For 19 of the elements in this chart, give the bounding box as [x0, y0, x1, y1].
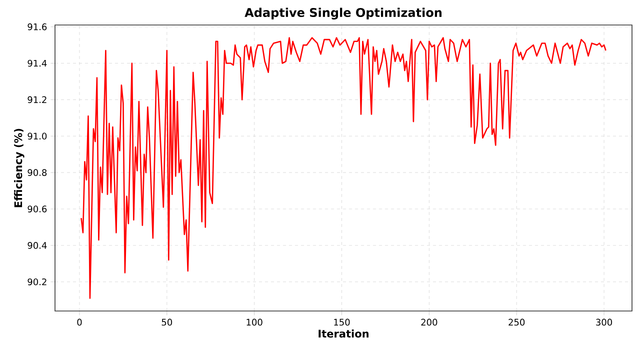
- y-tick-label: 90.8: [28, 169, 47, 176]
- x-tick-label: 200: [421, 318, 438, 326]
- y-tick-label: 91.0: [28, 132, 47, 140]
- chart-title: Adaptive Single Optimization: [244, 8, 442, 20]
- y-tick-label: 91.4: [28, 60, 47, 67]
- y-axis-title: Efficiency (%): [14, 128, 24, 208]
- x-axis-title: Iteration: [318, 329, 368, 338]
- x-tick-label: 50: [162, 318, 172, 326]
- x-tick-label: 0: [77, 318, 82, 326]
- x-tick-label: 100: [246, 318, 262, 326]
- x-tick-label: 300: [596, 318, 612, 326]
- y-tick-label: 91.6: [28, 23, 47, 30]
- x-tick-label: 150: [334, 318, 350, 326]
- y-tick-label: 90.4: [28, 242, 47, 249]
- x-tick-label: 250: [508, 318, 525, 326]
- y-tick-label: 91.2: [28, 96, 46, 104]
- y-tick-label: 90.2: [28, 278, 46, 286]
- line-series: [80, 37, 606, 299]
- y-tick-label: 90.6: [28, 206, 47, 212]
